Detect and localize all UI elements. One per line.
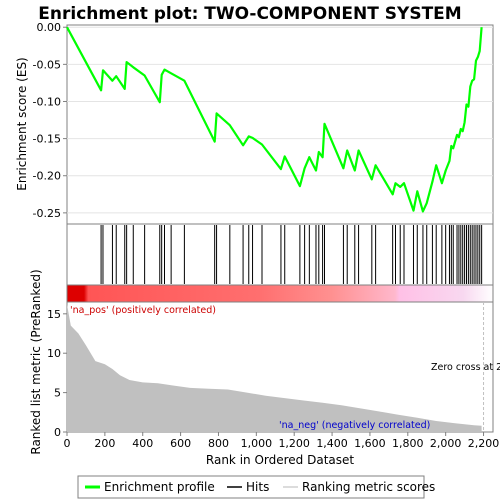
es-panel bbox=[66, 24, 494, 225]
zero-cross-label: Zero cross at 2 bbox=[431, 362, 500, 373]
es-y-axis: 0.00 -0.05 -0.10 -0.15 -0.20 -0.25 bbox=[33, 21, 67, 220]
x-tick-label: 1,600 bbox=[354, 437, 386, 450]
x-axis: 0 200 400 600 800 1,000 1,200 1,400 1,600 1,800 2,… bbox=[64, 432, 500, 450]
es-y-tick-label: -0.25 bbox=[33, 207, 61, 220]
metric-y-axis: 0 5 10 15 bbox=[47, 308, 67, 439]
pos-correlated-label: 'na_pos' (positively correlated) bbox=[70, 305, 216, 316]
x-tick-label: 0 bbox=[64, 437, 71, 450]
ranking-metric-area bbox=[67, 302, 485, 432]
x-tick-label: 2,200 bbox=[468, 437, 500, 450]
chart-title: Enrichment plot: TWO-COMPONENT SYSTEM bbox=[38, 4, 461, 24]
es-y-axis-label: Enrichment score (ES) bbox=[15, 57, 29, 190]
x-tick-label: 1,200 bbox=[278, 437, 310, 450]
x-tick-label: 1,800 bbox=[392, 437, 424, 450]
hits-panel bbox=[66, 223, 494, 286]
x-tick-label: 800 bbox=[208, 437, 229, 450]
metric-y-tick-label: 5 bbox=[54, 387, 61, 400]
x-tick-label: 600 bbox=[170, 437, 191, 450]
legend-hits-label: Hits bbox=[246, 480, 269, 494]
es-series-line bbox=[66, 26, 483, 213]
es-y-tick-label: -0.20 bbox=[33, 170, 61, 183]
x-tick-label: 2,000 bbox=[430, 437, 462, 450]
neg-correlated-label: 'na_neg' (negatively correlated) bbox=[279, 420, 430, 431]
hit-markers bbox=[100, 225, 483, 284]
metric-y-tick-label: 15 bbox=[47, 308, 61, 321]
metric-y-tick-label: 0 bbox=[54, 426, 61, 439]
es-gridlines bbox=[67, 26, 493, 214]
legend-metric-label: Ranking metric scores bbox=[302, 480, 435, 494]
enrichment-profile-line bbox=[66, 26, 483, 213]
x-tick-label: 1,400 bbox=[316, 437, 348, 450]
es-y-tick-label: -0.05 bbox=[33, 58, 61, 71]
x-tick-label: 400 bbox=[132, 437, 153, 450]
es-y-tick-label: -0.15 bbox=[33, 133, 61, 146]
legend: Enrichment profile Hits Ranking metric s… bbox=[77, 475, 435, 499]
metric-y-tick-label: 10 bbox=[47, 347, 61, 360]
metric-y-axis-label: Ranked list metric (PreRanked) bbox=[29, 269, 43, 454]
legend-box bbox=[77, 475, 425, 499]
x-axis-label: Rank in Ordered Dataset bbox=[206, 453, 354, 467]
es-y-tick-label: -0.10 bbox=[33, 95, 61, 108]
x-tick-label: 1,000 bbox=[241, 437, 273, 450]
es-y-tick-label: 0.00 bbox=[37, 21, 62, 34]
x-tick-label: 200 bbox=[94, 437, 115, 450]
ranking-metric-fill bbox=[67, 304, 482, 432]
legend-es-label: Enrichment profile bbox=[104, 480, 215, 494]
ranking-gradient-bar bbox=[66, 284, 494, 303]
